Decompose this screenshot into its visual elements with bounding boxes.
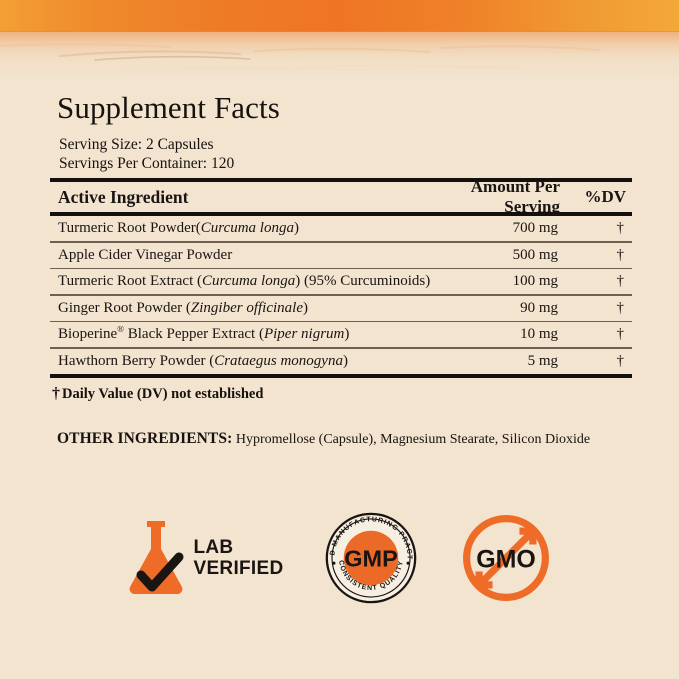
registered-trademark-icon: ® xyxy=(117,326,124,334)
ingredient-name-suffix: ) xyxy=(344,326,350,342)
table-row: Turmeric Root Extract (Curcuma longa) (9… xyxy=(50,269,632,294)
ingredient-amount: 5 mg xyxy=(527,352,558,369)
ingredient-name: Turmeric Root Powder(Curcuma longa) xyxy=(58,220,446,237)
table-row: Hawthorn Berry Powder (Crataegus monogyn… xyxy=(50,349,632,374)
ingredient-amount: 500 mg xyxy=(512,246,558,263)
gmp-seal-icon: GOOD MANUFACTURING PRACTICE CONSISTENT Q… xyxy=(324,511,416,603)
ingredient-latin-name: Crataegus monogyna xyxy=(214,352,343,369)
ingredient-name: Ginger Root Powder (Zingiber officinale) xyxy=(58,300,446,317)
table-row: Turmeric Root Powder(Curcuma longa) 700 m… xyxy=(50,216,632,241)
ingredient-name-suffix: ) xyxy=(293,220,299,236)
lab-verified-line1: LAB xyxy=(193,536,234,558)
badge-gmp: GOOD MANUFACTURING PRACTICE CONSISTENT Q… xyxy=(324,508,418,608)
ingredient-amount: 10 mg xyxy=(520,326,558,342)
table-body: Turmeric Root Powder(Curcuma longa) 700 m… xyxy=(50,216,632,374)
ingredient-name-suffix: ) xyxy=(302,299,308,316)
table-top-rule xyxy=(50,178,632,182)
other-ingredients-label: OTHER INGREDIENTS: xyxy=(57,430,233,447)
ingredient-amount: 700 mg xyxy=(512,220,558,236)
other-ingredients-value: Hypromellose (Capsule), Magnesium Steara… xyxy=(235,432,591,447)
ingredient-name-text: Hawthorn Berry Powder ( xyxy=(58,352,215,369)
ingredient-name-text: Apple Cider Vinegar Powder xyxy=(58,246,233,263)
table-bottom-rule xyxy=(50,373,632,378)
row-separator xyxy=(50,294,632,296)
lab-flask-icon xyxy=(130,520,184,594)
ingredient-name-text: Bioperine® Black Pepper Extract ( xyxy=(58,326,264,342)
no-gmo-text: GMO xyxy=(476,545,536,573)
ingredient-name: Hawthorn Berry Powder (Crataegus monogyn… xyxy=(58,353,446,370)
table-row: Apple Cider Vinegar Powder 500 mg † xyxy=(50,243,632,268)
ingredient-name-suffix: ) xyxy=(342,352,348,369)
ingredient-name: Bioperine® Black Pepper Extract (Piper n… xyxy=(58,326,446,343)
certification-badges: LAB VERIFIED GOOD MANUFACTURING PRACTICE… xyxy=(0,505,679,610)
no-gmo-icon: GMO xyxy=(462,514,549,601)
column-header-amount: Amount Per Serving xyxy=(470,177,560,216)
row-separator xyxy=(50,320,632,322)
badge-non-gmo: GMO xyxy=(458,508,554,608)
ingredient-name-text: Turmeric Root Extract ( xyxy=(58,273,203,289)
ingredient-amount: 90 mg xyxy=(520,299,558,316)
servings-per-container: Servings Per Container: 120 xyxy=(59,155,235,172)
page-title: Supplement Facts xyxy=(57,90,280,125)
row-separator xyxy=(50,241,632,243)
supplement-facts-table: Active Ingredient Amount Per Serving %DV… xyxy=(50,177,632,378)
ingredient-daily-value: † xyxy=(616,220,625,236)
banner-texture-streaks xyxy=(0,42,662,73)
ingredient-latin-name: Zingiber officinale xyxy=(190,299,303,316)
lab-verified-line2: VERIFIED xyxy=(193,557,284,579)
ingredient-daily-value: † xyxy=(616,352,625,369)
footnote-dagger-icon: † xyxy=(52,385,60,402)
ingredient-daily-value: † xyxy=(616,326,625,342)
ingredient-latin-name: Piper nigrum xyxy=(263,326,345,342)
ingredient-daily-value: † xyxy=(616,246,625,263)
ingredient-daily-value: † xyxy=(616,299,625,316)
top-orange-banner xyxy=(0,0,679,32)
ingredient-daily-value: † xyxy=(616,273,625,289)
gmp-center-text: GMP xyxy=(344,545,398,571)
table-row: Bioperine® Black Pepper Extract (Piper n… xyxy=(50,322,632,347)
ingredient-latin-name: Curcuma longa xyxy=(202,273,296,289)
column-header-ingredient: Active Ingredient xyxy=(58,186,189,207)
other-ingredients: OTHER INGREDIENTS: Hypromellose (Capsule… xyxy=(57,430,590,448)
ingredient-name-suffix: ) (95% Curcuminoids) xyxy=(295,273,431,289)
column-header-dv: %DV xyxy=(584,187,626,206)
ingredient-name: Apple Cider Vinegar Powder xyxy=(58,247,446,264)
ingredient-name-text: Turmeric Root Powder( xyxy=(58,220,201,236)
serving-info: Serving Size: 2 Capsules Servings Per Co… xyxy=(59,135,234,173)
row-separator xyxy=(50,267,632,269)
daily-value-footnote: † Daily Value (DV) not established xyxy=(52,385,263,403)
row-separator xyxy=(50,347,632,349)
ingredient-latin-name: Curcuma longa xyxy=(200,220,294,236)
ingredient-amount: 100 mg xyxy=(512,273,558,289)
badge-lab-verified: LAB VERIFIED xyxy=(125,508,283,608)
table-header-row: Active Ingredient Amount Per Serving %DV xyxy=(50,177,632,216)
lab-verified-text: LAB VERIFIED xyxy=(193,537,283,579)
banner-gradient-fade xyxy=(0,31,679,79)
table-header-rule xyxy=(50,212,632,216)
serving-size: Serving Size: 2 Capsules xyxy=(59,136,214,153)
ingredient-name: Turmeric Root Extract (Curcuma longa) (9… xyxy=(58,273,446,290)
footnote-text: Daily Value (DV) not established xyxy=(62,386,264,402)
table-row: Ginger Root Powder (Zingiber officinale)… xyxy=(50,296,632,321)
ingredient-name-text: Ginger Root Powder ( xyxy=(58,299,191,316)
